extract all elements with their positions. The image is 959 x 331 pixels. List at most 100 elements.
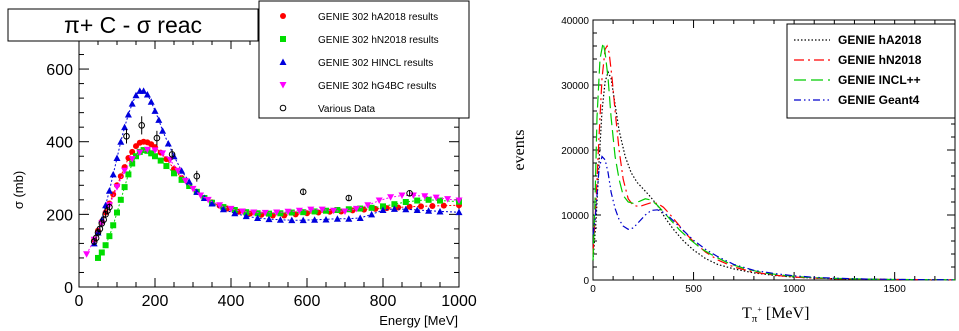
data-point [421, 193, 429, 200]
data-point [318, 206, 326, 214]
data-point [159, 150, 167, 157]
data-point [181, 177, 189, 185]
data-point [140, 87, 148, 94]
legend-label: GENIE hA2018 [838, 33, 922, 47]
data-point [197, 192, 205, 199]
left-tick-labels: 0 200 400 600 800 1000 0 200 400 600 [46, 62, 477, 310]
data-point [402, 205, 410, 213]
data-point [163, 163, 170, 170]
data-point [106, 203, 113, 211]
left-x-tick-label: 800 [370, 293, 397, 310]
data-point [151, 147, 159, 154]
data-point [174, 167, 182, 175]
data-point [380, 203, 386, 210]
data-point [227, 205, 235, 213]
data-point [356, 214, 364, 221]
data-point [437, 197, 443, 204]
data-point [432, 194, 440, 202]
data-point [333, 215, 341, 222]
left-x-tick-label: 0 [75, 293, 84, 310]
left-series-genie-302-ha2018-results [91, 138, 462, 243]
data-point [83, 251, 91, 258]
data-point [124, 110, 132, 118]
data-point [379, 206, 387, 213]
legend-marker [280, 13, 286, 19]
data-point [345, 194, 353, 202]
data-point [140, 147, 147, 154]
data-point [114, 209, 120, 216]
right-x-tick-label: 1000 [783, 284, 806, 295]
left-legend-item: GENIE 302 hA2018 results [280, 12, 438, 23]
data-point [106, 233, 113, 240]
data-point [128, 156, 136, 163]
data-point [157, 157, 164, 164]
left-x-tick-label: 400 [218, 293, 245, 310]
data-point [164, 140, 172, 147]
data-point [295, 207, 303, 215]
legend-label: GENIE hN2018 [838, 53, 922, 67]
right-legend-item: GENIE Geant4 [794, 93, 920, 107]
left-series-genie-302-hn2018-results [95, 147, 462, 261]
left-x-tick-label: 200 [142, 293, 169, 310]
data-point [185, 178, 193, 185]
right-x-axis-label: Tπ+ [MeV] [742, 305, 809, 325]
data-point [110, 222, 117, 229]
left-y-tick-label: 200 [46, 207, 73, 224]
data-point [299, 188, 307, 196]
left-chart-title: π+ C - σ reac [64, 12, 202, 38]
data-point [102, 211, 109, 218]
right-x-axis-label-sub: π [752, 313, 758, 325]
right-x-axis-label-main: T [742, 305, 752, 322]
right-y-tick-label: 20000 [561, 146, 589, 157]
data-point [178, 167, 186, 174]
data-point [254, 210, 261, 217]
data-point [121, 184, 128, 191]
data-point [238, 208, 246, 215]
data-point [425, 207, 433, 214]
data-point [429, 202, 436, 209]
data-point [105, 187, 113, 194]
right-x-tick-label: 500 [685, 284, 702, 295]
data-point [95, 254, 101, 261]
data-point [413, 206, 421, 213]
data-point [171, 170, 177, 177]
left-y-axis-label: σ (mb) [11, 171, 26, 209]
right-x-tick-label: 1500 [884, 284, 907, 295]
left-series-layer [83, 87, 463, 261]
data-point [117, 173, 124, 180]
data-point [189, 185, 197, 193]
data-point [288, 216, 296, 224]
data-point [414, 197, 421, 204]
data-point [242, 212, 250, 220]
data-point [311, 208, 318, 215]
data-point [352, 205, 360, 213]
legend-label: Various Data [318, 104, 376, 115]
data-point [330, 207, 338, 215]
legend-marker [279, 104, 287, 112]
data-point [273, 209, 281, 217]
data-point [300, 209, 307, 216]
left-x-tick-label: 600 [294, 293, 321, 310]
data-point [219, 205, 227, 213]
data-point [406, 189, 413, 197]
data-point [102, 242, 109, 249]
data-point [250, 209, 258, 217]
left-y-tick-label: 600 [46, 62, 73, 79]
data-point [178, 176, 185, 183]
data-point [323, 207, 329, 214]
data-point [266, 210, 272, 217]
data-point [406, 203, 413, 210]
legend-label: GENIE Geant4 [838, 93, 920, 107]
data-point [375, 197, 383, 205]
data-point [151, 107, 159, 114]
data-point [440, 202, 447, 209]
data-point [387, 194, 395, 201]
left-series-genie-302-hg4bc-results [83, 146, 463, 258]
data-point [276, 216, 284, 223]
data-point [345, 215, 353, 222]
data-point [143, 146, 151, 154]
data-point [143, 90, 151, 98]
data-point [265, 215, 273, 223]
data-point [398, 192, 406, 199]
